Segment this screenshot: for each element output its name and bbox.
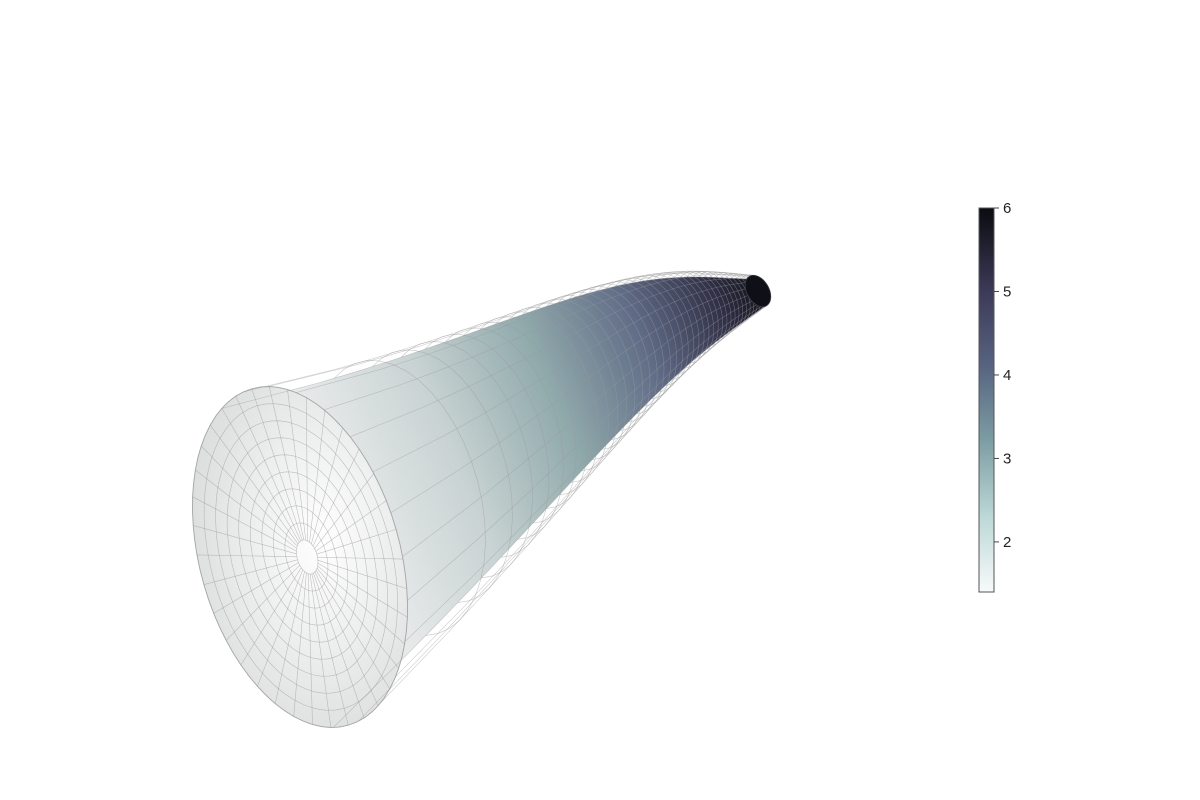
mesh-mouth-spoke [274,571,305,704]
mesh-mouth-spoke [306,397,308,542]
colorbar-tick-label: 5 [1003,283,1011,300]
mesh-mouth-spoke [196,554,297,558]
mesh-mouth-spoke [315,500,387,552]
mesh-mouth-spoke [311,573,349,726]
mesh-mouth-spoke [268,386,305,541]
mesh-mouth-spoke [316,567,399,669]
mesh-mouth-spoke [314,571,379,706]
mesh-mouth-spoke [193,525,297,555]
surface-mesh [192,270,771,728]
mesh-mouth-spoke [251,388,303,541]
colorbar-gradient-bar [978,207,995,593]
colorbar-tick-label: 6 [1003,200,1011,217]
mesh-mouth-spoke [287,389,307,541]
colorbar-tick-label: 2 [1003,534,1011,551]
mesh-mouth-spoke [317,562,408,618]
mesh-generator [407,291,771,601]
colorbar-ticks: 2 3 4 5 6 [994,200,1011,551]
mesh-generator [402,287,769,557]
mesh-generator [296,271,755,393]
mesh-mouth-spoke [221,408,300,543]
mesh-mouth-spoke [307,573,313,725]
mesh-mouth-spoke [313,573,365,718]
mesh-mouth-spoke [257,569,303,687]
mesh-generator [333,306,766,728]
mesh-mouth-spoke [201,445,298,547]
mesh-mouth-spoke [235,395,301,542]
mesh-mouth-spoke [314,473,375,549]
mesh-mouth-spoke [316,529,397,555]
mesh-mouth-spoke [225,565,300,641]
colorbar: 2 3 4 5 6 [978,200,1011,593]
mesh-mouth-spoke [317,559,407,589]
colorbar-tick-label: 3 [1003,450,1011,467]
mesh-mouth-spoke [311,427,343,545]
mesh-mouth-spoke [315,570,391,690]
mesh-mouth-spoke [240,567,302,666]
mesh-mouth-spoke [317,565,405,645]
mesh-generator [358,304,768,722]
mesh-mouth-spoke [312,448,360,547]
mesh-mouth-spoke [203,559,298,585]
mesh-generator [372,280,764,473]
mesh-mouth-spoke [195,469,297,549]
tube-end-cap [744,274,772,308]
mesh-generator [323,274,758,411]
mesh-mouth-spoke [209,424,299,544]
mesh-mouth-spoke [293,572,307,717]
trumpet-surface [191,270,772,729]
mesh-mouth-spoke [317,556,404,560]
mesh-mouth-spoke [309,410,326,543]
mesh-generator [350,277,761,438]
mesh-generator [243,272,749,393]
mesh-generator [404,295,771,642]
mesh-generator [390,283,767,514]
mesh-generator [221,276,747,409]
colorbar-tick-label: 4 [1003,367,1011,384]
mesh-mouth-spoke [309,573,332,728]
mesh-mouth-spoke [213,562,299,614]
mesh-mouth-spoke [192,496,297,552]
